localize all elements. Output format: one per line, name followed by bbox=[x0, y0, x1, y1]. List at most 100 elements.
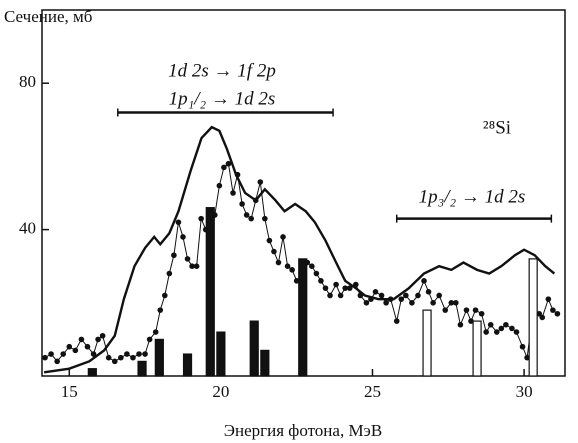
data-point bbox=[146, 336, 153, 343]
data-point bbox=[415, 292, 421, 299]
data-point bbox=[346, 285, 353, 291]
strength-bar bbox=[137, 360, 147, 377]
annotation: 1p₃/₂ → 1d 2s bbox=[419, 186, 526, 207]
data-point bbox=[105, 354, 112, 361]
data-point bbox=[157, 307, 164, 313]
data-point bbox=[198, 215, 204, 222]
data-point bbox=[472, 307, 479, 313]
strength-bar bbox=[182, 353, 193, 377]
data-point bbox=[554, 310, 561, 317]
data-point bbox=[478, 310, 485, 317]
data-point bbox=[243, 212, 250, 218]
y-tick-label: 80 bbox=[19, 72, 36, 91]
data-point bbox=[124, 351, 130, 357]
data-point bbox=[275, 259, 282, 266]
data-point bbox=[353, 281, 359, 288]
strength-bar bbox=[528, 258, 538, 377]
data-point bbox=[54, 358, 60, 365]
strength-bar bbox=[154, 338, 164, 377]
data-point bbox=[289, 267, 295, 273]
data-point bbox=[483, 329, 489, 335]
data-point bbox=[193, 263, 200, 270]
data-point bbox=[99, 332, 106, 339]
annotation: ²⁸Si bbox=[483, 117, 511, 138]
data-point bbox=[383, 300, 389, 306]
data-point bbox=[257, 179, 264, 185]
data-point bbox=[189, 263, 195, 270]
data-point bbox=[457, 321, 464, 328]
data-point bbox=[322, 285, 329, 291]
data-point bbox=[90, 351, 97, 357]
strength-bar bbox=[422, 309, 432, 377]
strength-bar bbox=[87, 368, 97, 377]
data-point bbox=[539, 314, 546, 321]
data-point bbox=[368, 296, 374, 302]
data-point bbox=[42, 354, 48, 361]
data-point bbox=[84, 343, 91, 350]
data-point bbox=[524, 354, 530, 361]
strength-bar bbox=[472, 320, 482, 377]
annotation: 1p₁/₂ → 1d 2s bbox=[169, 88, 276, 109]
data-point bbox=[293, 278, 300, 284]
data-point bbox=[136, 351, 142, 357]
data-point bbox=[111, 358, 118, 365]
data-point bbox=[118, 354, 124, 361]
data-point bbox=[421, 278, 427, 284]
x-tick-label: 25 bbox=[364, 382, 381, 401]
data-point bbox=[309, 263, 315, 270]
data-point bbox=[221, 164, 227, 171]
data-point bbox=[175, 219, 182, 226]
data-point bbox=[363, 300, 370, 306]
data-point bbox=[166, 270, 173, 277]
data-point bbox=[248, 215, 254, 222]
data-point bbox=[239, 201, 245, 207]
data-point bbox=[342, 285, 348, 291]
data-point bbox=[66, 343, 73, 350]
data-point bbox=[357, 292, 364, 299]
data-point bbox=[95, 336, 101, 343]
x-axis-label: Энергия фотона, МэВ bbox=[224, 421, 382, 440]
data-point bbox=[130, 354, 136, 361]
y-axis-label: Сечение, мб bbox=[4, 7, 92, 26]
theory-curve bbox=[43, 125, 556, 374]
data-point bbox=[378, 292, 385, 299]
data-point bbox=[180, 234, 186, 240]
data-point bbox=[142, 351, 148, 357]
data-point bbox=[225, 160, 232, 167]
annotation: 1d 2s → 1f 2p bbox=[168, 60, 276, 81]
data-point bbox=[425, 289, 432, 295]
data-point bbox=[387, 296, 394, 302]
data-point bbox=[230, 190, 236, 196]
data-point bbox=[262, 215, 268, 222]
data-point bbox=[550, 307, 556, 313]
data-point bbox=[503, 321, 509, 328]
data-point bbox=[284, 263, 291, 270]
data-point bbox=[60, 351, 67, 357]
y-tick-label: 40 bbox=[19, 219, 36, 238]
data-point bbox=[393, 318, 400, 324]
data-point bbox=[453, 300, 459, 306]
x-tick-label: 15 bbox=[61, 382, 78, 401]
data-point bbox=[513, 329, 520, 335]
data-point bbox=[266, 237, 273, 244]
data-point bbox=[493, 329, 500, 335]
data-point bbox=[234, 171, 241, 178]
data-point bbox=[463, 307, 470, 313]
data-point bbox=[171, 252, 177, 259]
strength-bar bbox=[298, 258, 308, 377]
data-point bbox=[280, 234, 286, 240]
data-point bbox=[72, 347, 79, 354]
data-point bbox=[372, 289, 379, 295]
data-point bbox=[48, 351, 54, 357]
strength-bar bbox=[249, 320, 259, 377]
data-point bbox=[327, 292, 333, 299]
data-point bbox=[78, 336, 85, 343]
data-point bbox=[216, 182, 223, 189]
data-point bbox=[271, 248, 277, 255]
data-point bbox=[436, 292, 442, 299]
data-point bbox=[337, 292, 344, 299]
data-point bbox=[184, 256, 191, 262]
strength-bar bbox=[260, 349, 270, 377]
strength-bar bbox=[205, 207, 215, 377]
